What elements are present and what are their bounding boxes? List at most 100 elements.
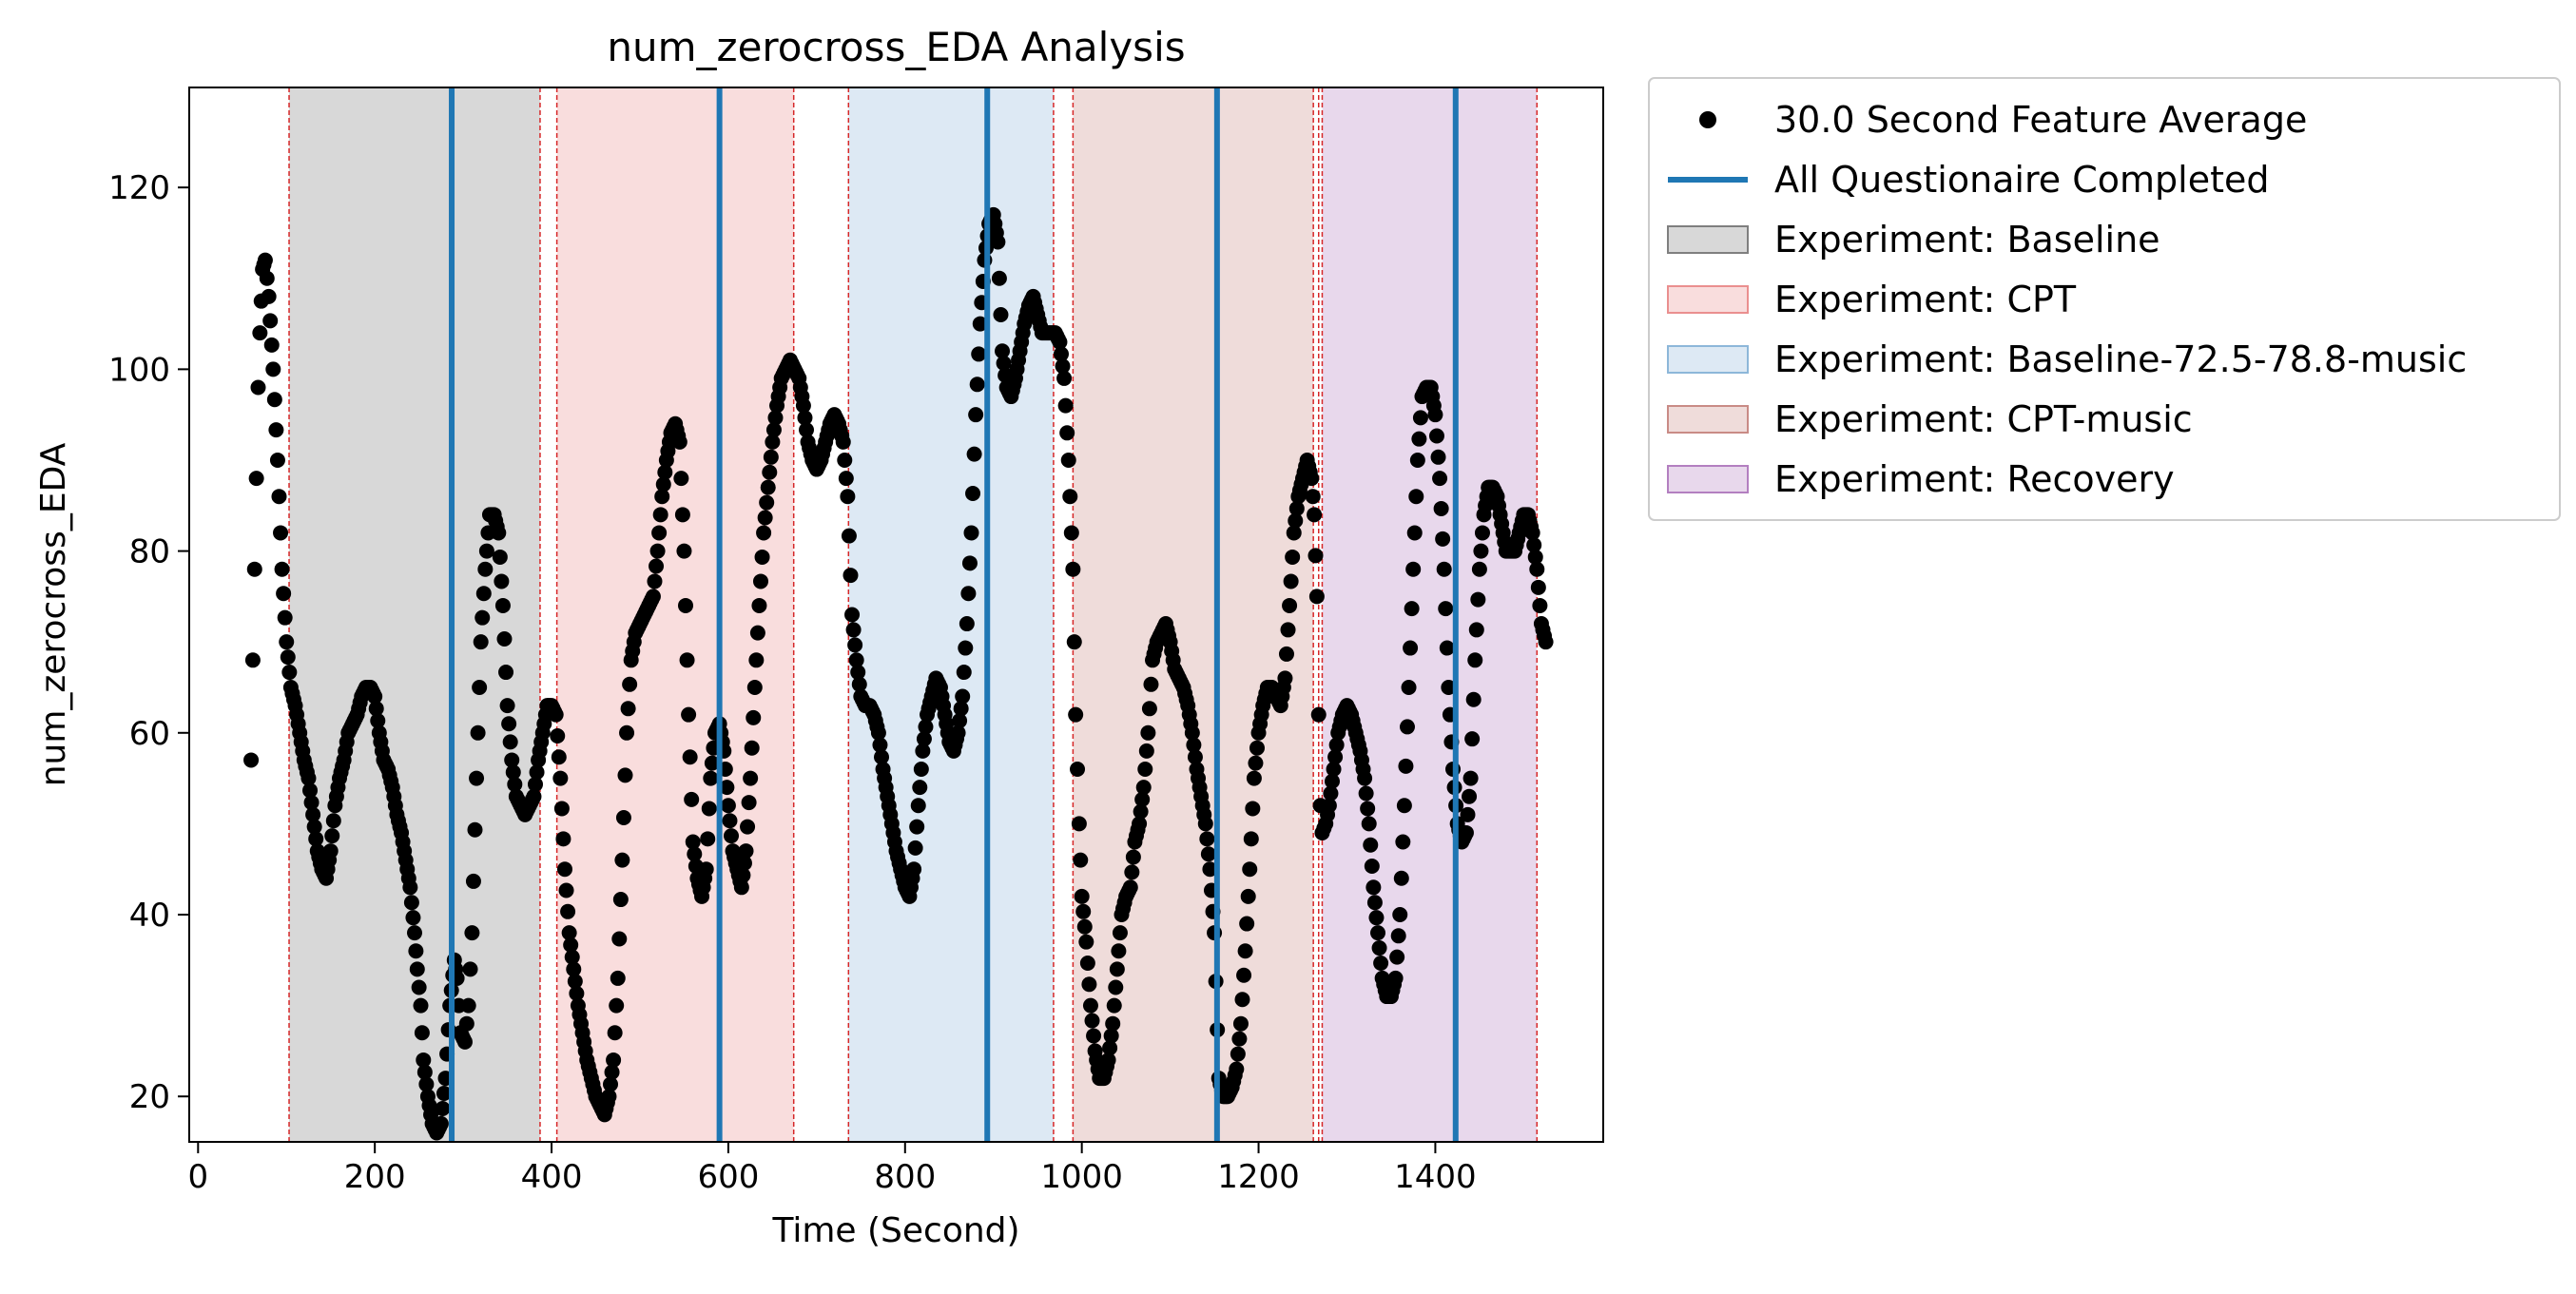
data-point (760, 479, 776, 495)
data-point (733, 879, 749, 896)
y-tick-label: 120 (108, 169, 170, 207)
data-point (1102, 1040, 1118, 1056)
data-point (1361, 816, 1377, 832)
data-point (671, 434, 688, 450)
data-point (1389, 949, 1405, 965)
data-point (906, 861, 922, 878)
y-tick-label: 60 (129, 715, 170, 753)
y-axis-label: num_zerocross_EDA (34, 442, 73, 786)
data-point (1078, 934, 1094, 950)
data-point (1062, 489, 1078, 505)
data-point (1401, 679, 1417, 695)
data-point (606, 1052, 622, 1068)
data-point (1321, 798, 1337, 814)
data-point (501, 716, 517, 732)
data-point (1467, 652, 1483, 668)
legend-item: Experiment: Recovery (1667, 458, 2175, 500)
data-point (1063, 525, 1079, 541)
data-point (1435, 531, 1451, 547)
data-point (259, 270, 275, 286)
data-point (1237, 943, 1253, 959)
data-point (494, 573, 510, 589)
data-point (262, 313, 279, 329)
y-tick-label: 20 (129, 1078, 170, 1116)
data-point (1408, 489, 1424, 505)
data-point (1436, 561, 1452, 577)
data-point (1140, 724, 1156, 741)
data-point (1243, 831, 1259, 847)
data-point (1059, 425, 1075, 441)
data-point (759, 494, 775, 511)
data-point (1135, 780, 1152, 796)
data-point (835, 434, 851, 450)
y-tick-label: 100 (108, 351, 170, 389)
data-point (473, 634, 489, 650)
data-point (303, 795, 320, 811)
data-point (458, 1015, 475, 1032)
data-point (993, 307, 1009, 323)
data-point (472, 679, 488, 695)
data-point (496, 630, 513, 647)
data-point (1373, 955, 1389, 971)
data-point (701, 801, 717, 817)
data-point (499, 698, 515, 714)
data-point (1366, 895, 1383, 911)
data-point (1103, 1028, 1119, 1044)
data-point (268, 422, 284, 438)
data-point (649, 558, 665, 574)
legend-label: Experiment: CPT-music (1774, 398, 2193, 440)
data-point (1412, 410, 1428, 426)
data-point (370, 713, 386, 729)
data-point (1197, 816, 1213, 832)
data-point (528, 776, 544, 792)
data-point (1526, 537, 1542, 553)
data-point (1109, 961, 1125, 977)
data-point (955, 688, 971, 705)
y-axis-ticks: 20 40 60 80 100 120 (108, 169, 189, 1116)
legend-box (1648, 77, 2561, 521)
data-point (1433, 500, 1449, 516)
data-point (611, 931, 628, 947)
data-point (548, 706, 564, 723)
data-point (913, 762, 929, 778)
data-point (757, 510, 773, 526)
data-point (1060, 452, 1076, 468)
data-point (1283, 573, 1299, 589)
data-point (698, 861, 714, 878)
data-point (601, 1089, 617, 1105)
legend-item: Experiment: CPT-music (1667, 398, 2193, 440)
data-point (558, 882, 574, 898)
data-point (414, 1025, 430, 1041)
data-point (918, 719, 934, 735)
data-point (1071, 816, 1087, 832)
data-point (502, 734, 518, 750)
data-point (505, 764, 521, 781)
data-point (797, 410, 813, 426)
region-2 (848, 87, 1054, 1142)
data-point (746, 709, 762, 725)
data-point (682, 749, 698, 765)
data-point (456, 1033, 473, 1050)
data-point (1395, 834, 1411, 850)
data-point (603, 1076, 619, 1092)
data-point (610, 970, 626, 986)
data-point (1530, 579, 1546, 595)
data-point (870, 724, 886, 741)
data-point (433, 1115, 449, 1131)
data-point (1432, 471, 1448, 487)
data-point (261, 288, 277, 304)
data-point (1068, 706, 1084, 723)
data-point (1307, 507, 1323, 523)
data-point (435, 1100, 451, 1116)
data-point (475, 586, 492, 602)
data-point (738, 843, 754, 859)
data-point (1428, 428, 1444, 444)
data-point (402, 879, 418, 896)
data-point (555, 831, 571, 847)
data-point (1285, 549, 1301, 565)
data-point (1405, 561, 1422, 577)
legend-swatch (1667, 225, 1749, 254)
data-point (1199, 831, 1215, 847)
data-point (1053, 346, 1069, 362)
data-point (1323, 785, 1339, 802)
